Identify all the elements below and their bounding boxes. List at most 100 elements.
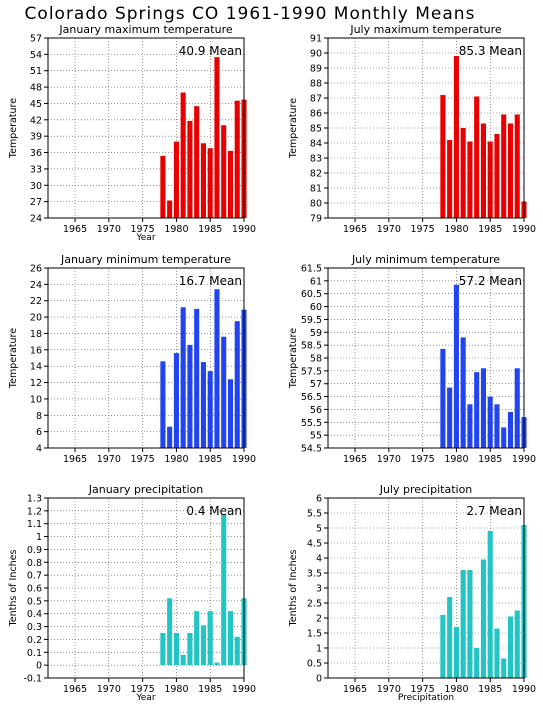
bar <box>494 628 500 678</box>
y-tick-label: 12 <box>30 378 42 389</box>
x-tick-label: 1970 <box>97 684 121 695</box>
bar <box>453 284 459 448</box>
y-tick-label: 55 <box>310 431 322 442</box>
x-tick-label: 1975 <box>411 224 435 235</box>
y-tick-label: 57 <box>30 34 42 45</box>
bar <box>194 106 200 218</box>
chart-title: July maximum temperature <box>349 23 502 36</box>
y-tick-label: 84 <box>310 139 322 150</box>
bar <box>160 633 166 666</box>
y-tick-label: 45 <box>30 99 42 110</box>
y-tick-label: 0.1 <box>27 648 42 659</box>
x-tick-label: 1965 <box>63 454 87 465</box>
y-axis-label: Tenths of Inches <box>8 550 19 628</box>
y-tick-label: 2.5 <box>307 599 322 610</box>
x-tick-label: 1990 <box>232 224 256 235</box>
mean-label: 57.2 Mean <box>459 274 522 288</box>
bar <box>480 123 486 218</box>
bar <box>480 368 486 448</box>
x-tick-label: 1990 <box>512 684 536 695</box>
y-tick-label: 3.5 <box>307 569 322 580</box>
chart-title: January minimum temperature <box>60 253 231 266</box>
bar <box>480 559 486 678</box>
y-tick-label: 0.2 <box>27 635 42 646</box>
y-tick-label: 39 <box>30 132 42 143</box>
bar <box>487 531 493 678</box>
bar <box>507 616 514 678</box>
y-tick-label: 33 <box>30 164 42 175</box>
bar <box>467 141 473 218</box>
y-tick-label: 57.5 <box>301 366 322 377</box>
bar <box>507 412 514 448</box>
y-tick-label: 1.5 <box>307 629 322 640</box>
x-tick-label: 1975 <box>131 454 155 465</box>
x-tick-label: 1980 <box>444 454 468 465</box>
y-tick-label: 3 <box>316 584 322 595</box>
y-tick-label: 36 <box>30 148 42 159</box>
x-tick-label: 1970 <box>97 224 121 235</box>
x-tick-label: 1965 <box>63 684 87 695</box>
y-tick-label: 59 <box>310 328 322 339</box>
bar <box>474 648 480 678</box>
y-tick-label: 0.9 <box>27 545 42 556</box>
bar <box>501 658 507 678</box>
bar <box>474 372 480 448</box>
y-tick-label: 2 <box>316 614 322 625</box>
y-tick-label: 0.7 <box>27 571 42 582</box>
bar <box>187 120 193 218</box>
y-tick-label: 80 <box>310 199 322 210</box>
y-tick-label: 86 <box>310 109 322 120</box>
bar <box>214 57 220 218</box>
y-tick-label: 91 <box>310 34 322 45</box>
plot-frame <box>47 497 245 679</box>
x-tick-label: 1975 <box>411 684 435 695</box>
plot-frame <box>47 267 245 449</box>
x-tick-label: 1990 <box>232 684 256 695</box>
x-tick-label: 1970 <box>377 684 401 695</box>
bar <box>440 349 446 448</box>
bar <box>167 426 173 448</box>
y-tick-label: 57 <box>310 379 322 390</box>
y-tick-label: 24 <box>30 280 42 291</box>
bar <box>214 662 220 666</box>
bar <box>447 387 453 448</box>
x-tick-label: 1980 <box>444 224 468 235</box>
x-tick-label: 1980 <box>164 224 188 235</box>
x-tick-label: 1990 <box>232 454 256 465</box>
bar <box>507 123 514 218</box>
bar <box>467 404 473 448</box>
bar <box>214 289 220 448</box>
plot-frame <box>327 497 525 679</box>
chart-panel: 0 0.5 1 1.5 2 2.5 3 3.5 4 4.5 5 5.5 6 1965 1970 1975 198… <box>288 483 536 703</box>
y-tick-label: 4 <box>316 554 322 565</box>
bar <box>200 143 206 218</box>
bar <box>160 361 166 448</box>
x-tick-label: 1985 <box>198 454 222 465</box>
y-tick-label: 30 <box>30 181 42 192</box>
bar <box>487 396 493 448</box>
y-tick-label: 85 <box>310 124 322 135</box>
chart-title: July precipitation <box>379 483 473 496</box>
y-axis-label: Temperature <box>288 328 299 389</box>
bar <box>474 96 480 218</box>
x-tick-label: 1980 <box>164 454 188 465</box>
y-tick-label: 0.3 <box>27 622 42 633</box>
bar <box>227 611 234 666</box>
x-axis-label: Year <box>135 693 155 703</box>
x-tick-label: 1990 <box>512 454 536 465</box>
chart-title: January maximum temperature <box>58 23 232 36</box>
bar <box>173 141 179 218</box>
bar <box>227 150 234 218</box>
bar <box>200 362 206 448</box>
y-tick-label: 54 <box>30 50 42 61</box>
y-tick-label: 58 <box>310 354 322 365</box>
bar <box>180 654 186 666</box>
bar <box>167 200 173 218</box>
y-axis-label: Temperature <box>8 98 19 159</box>
bar <box>514 368 520 448</box>
bar <box>494 404 500 448</box>
bar <box>501 427 507 448</box>
y-tick-label: 61.5 <box>301 264 322 275</box>
bar <box>460 570 466 678</box>
bar <box>234 636 240 666</box>
